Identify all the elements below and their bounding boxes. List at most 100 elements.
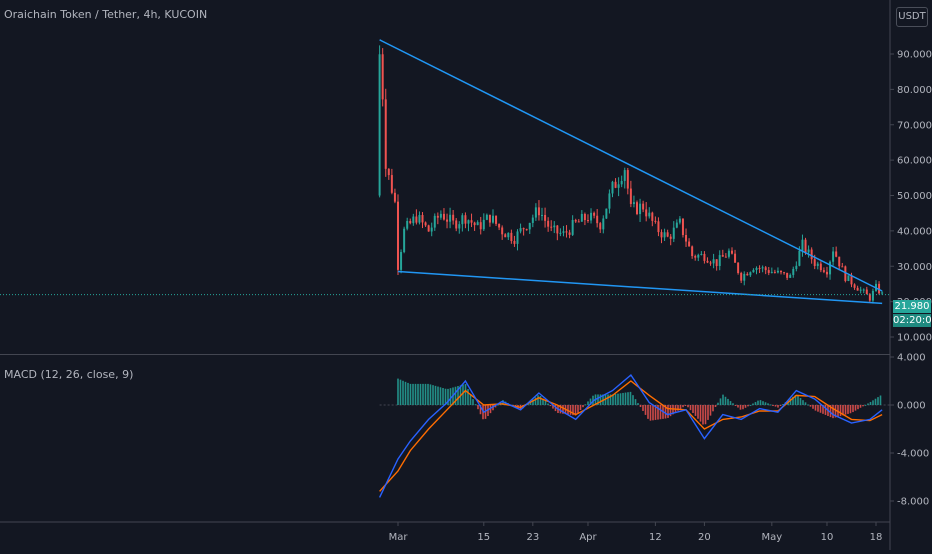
candle-body[interactable] [378, 54, 381, 196]
candle-body[interactable] [835, 251, 838, 257]
candle-body[interactable] [433, 215, 436, 228]
candle-body[interactable] [531, 217, 534, 223]
candle-body[interactable] [415, 216, 418, 223]
candle-body[interactable] [550, 226, 553, 228]
candle-body[interactable] [755, 267, 758, 270]
candle-body[interactable] [734, 253, 737, 263]
candle-body[interactable] [810, 249, 813, 260]
candle-body[interactable] [384, 99, 387, 141]
candle-body[interactable] [642, 203, 645, 210]
candle-body[interactable] [522, 228, 525, 230]
candle-body[interactable] [730, 250, 733, 254]
candle-body[interactable] [507, 232, 510, 238]
candle-body[interactable] [629, 188, 632, 204]
candle-body[interactable] [400, 252, 403, 270]
candle-body[interactable] [553, 225, 556, 228]
candle-body[interactable] [421, 215, 424, 223]
candle-body[interactable] [611, 181, 614, 194]
candle-body[interactable] [700, 253, 703, 255]
candle-body[interactable] [568, 232, 571, 235]
candle-body[interactable] [430, 227, 433, 232]
candle-body[interactable] [482, 219, 485, 230]
candle-body[interactable] [871, 290, 874, 301]
candle-body[interactable] [476, 222, 479, 226]
candle-body[interactable] [602, 218, 605, 230]
lower-trendline[interactable] [397, 270, 883, 305]
candle-body[interactable] [737, 262, 740, 274]
candle-body[interactable] [712, 259, 715, 264]
candle-body[interactable] [464, 215, 467, 224]
candle-body[interactable] [467, 220, 470, 224]
candle-body[interactable] [746, 273, 749, 276]
candle-body[interactable] [608, 193, 611, 209]
candle-body[interactable] [715, 259, 718, 266]
candle-body[interactable] [847, 275, 850, 282]
candle-body[interactable] [660, 232, 663, 238]
candle-body[interactable] [491, 215, 494, 223]
candle-body[interactable] [455, 220, 458, 229]
price-pane[interactable] [0, 39, 890, 305]
candle-body[interactable] [844, 266, 847, 282]
candle-body[interactable] [516, 231, 519, 244]
candle-body[interactable] [804, 239, 807, 253]
candle-body[interactable] [565, 231, 568, 233]
candle-body[interactable] [590, 212, 593, 221]
candle-body[interactable] [623, 170, 626, 181]
candle-body[interactable] [427, 225, 430, 232]
macd-pane[interactable] [378, 373, 890, 498]
candle-body[interactable] [752, 269, 755, 273]
candle-body[interactable] [617, 184, 620, 188]
candle-body[interactable] [439, 213, 442, 218]
candle-body[interactable] [783, 272, 786, 274]
currency-unit-button[interactable]: USDT [896, 7, 928, 27]
candle-body[interactable] [556, 225, 559, 234]
candle-body[interactable] [832, 251, 835, 262]
candle-body[interactable] [749, 272, 752, 276]
candle-body[interactable] [458, 224, 461, 229]
candle-body[interactable] [859, 289, 862, 291]
candle-body[interactable] [881, 292, 884, 294]
candle-body[interactable] [767, 270, 770, 273]
candle-body[interactable] [528, 222, 531, 230]
candle-body[interactable] [792, 268, 795, 275]
candle-body[interactable] [605, 208, 608, 219]
candle-body[interactable] [384, 140, 387, 169]
candle-body[interactable] [663, 232, 666, 238]
candle-body[interactable] [519, 228, 522, 232]
candle-body[interactable] [498, 223, 501, 228]
candle-body[interactable] [740, 273, 743, 281]
candle-body[interactable] [727, 250, 730, 257]
candle-body[interactable] [393, 192, 396, 202]
candle-body[interactable] [436, 215, 439, 218]
candle-body[interactable] [562, 231, 565, 233]
candle-body[interactable] [798, 250, 801, 266]
candle-body[interactable] [571, 220, 574, 235]
candle-body[interactable] [620, 180, 623, 185]
candle-body[interactable] [537, 207, 540, 216]
candle-body[interactable] [485, 214, 488, 220]
candle-body[interactable] [838, 256, 841, 267]
candle-body[interactable] [580, 213, 583, 222]
candle-body[interactable] [397, 201, 399, 224]
candle-body[interactable] [666, 232, 669, 237]
candle-body[interactable] [856, 287, 859, 291]
candle-body[interactable] [681, 218, 684, 236]
candle-body[interactable] [406, 220, 409, 229]
candle-body[interactable] [657, 221, 660, 233]
candle-body[interactable] [743, 273, 746, 281]
candle-body[interactable] [841, 266, 844, 268]
candle-body[interactable] [544, 214, 547, 221]
candle-body[interactable] [850, 275, 853, 285]
candle-body[interactable] [510, 232, 513, 241]
candle-body[interactable] [825, 271, 828, 275]
candle-body[interactable] [547, 220, 550, 227]
candle-body[interactable] [488, 214, 491, 223]
candle-body[interactable] [694, 256, 697, 258]
candle-body[interactable] [452, 214, 455, 221]
candle-body[interactable] [632, 202, 635, 204]
candle-body[interactable] [807, 249, 810, 253]
signal-line[interactable] [379, 380, 883, 492]
candle-body[interactable] [461, 215, 464, 225]
candle-body[interactable] [868, 294, 871, 301]
